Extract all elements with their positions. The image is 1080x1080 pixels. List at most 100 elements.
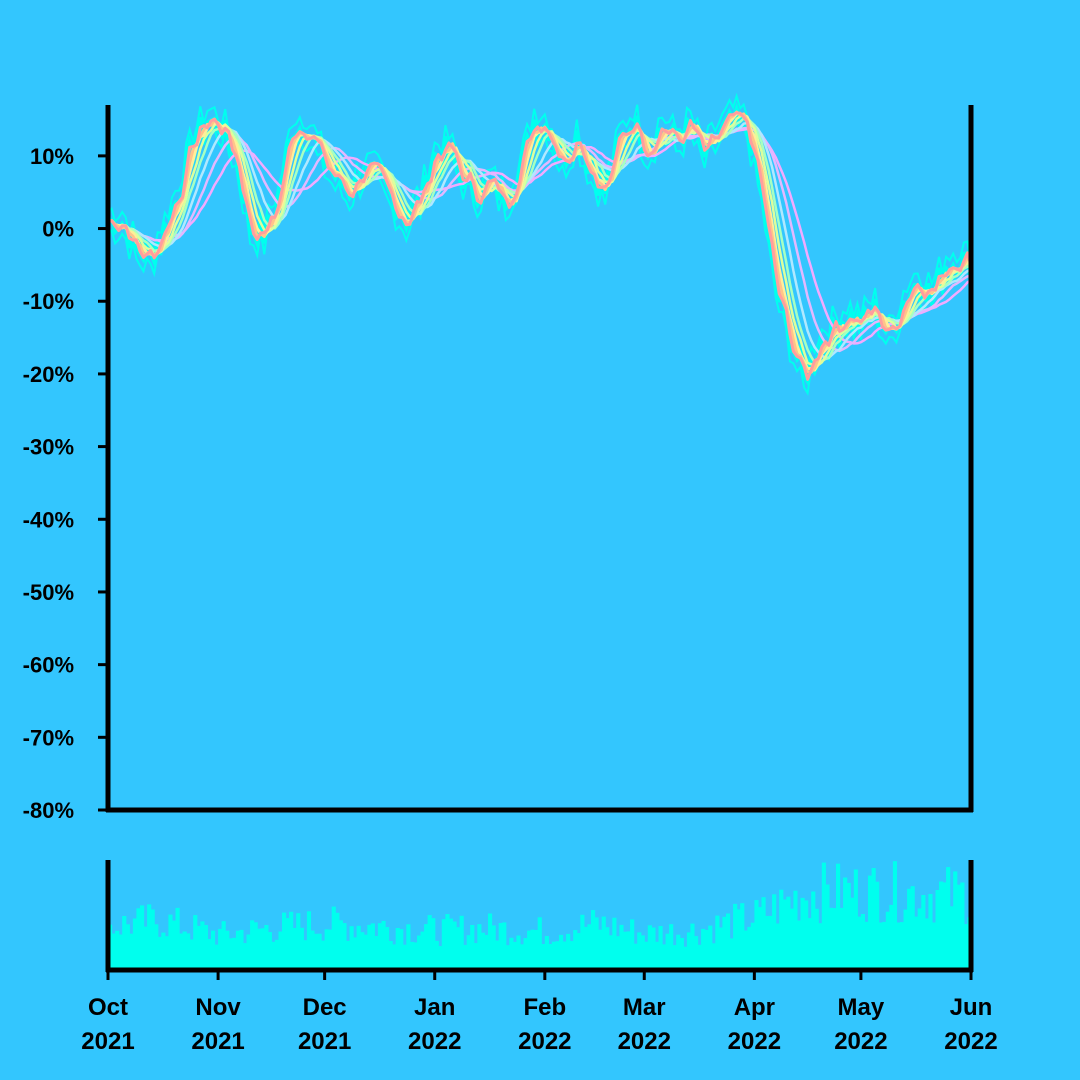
volume-bar xyxy=(623,931,628,970)
volume-bar xyxy=(885,911,890,970)
volume-bar xyxy=(903,909,908,970)
x-tick-month: Dec xyxy=(303,994,347,1021)
volume-bar xyxy=(757,907,763,970)
y-tick-label: 0% xyxy=(42,217,74,242)
volume-bar xyxy=(715,915,720,970)
volume-bar xyxy=(555,941,560,970)
volume-bar xyxy=(345,940,351,970)
volume-bar xyxy=(445,914,450,970)
x-tick-month: Nov xyxy=(195,994,241,1021)
volume-bar xyxy=(551,941,557,970)
volume-bar xyxy=(924,918,929,970)
volume-bar xyxy=(214,944,219,970)
volume-bar xyxy=(942,882,947,970)
volume-bar xyxy=(484,934,489,970)
volume-bar xyxy=(211,930,216,970)
volume-bar xyxy=(306,911,312,970)
volume-bar xyxy=(544,936,549,970)
volume-bar xyxy=(388,941,393,970)
volume-bar xyxy=(789,908,795,970)
volume-bar xyxy=(562,941,567,970)
volume-bar xyxy=(282,912,287,970)
volume-bar xyxy=(733,903,738,970)
volume-bar xyxy=(917,908,922,970)
y-tick-label: 10% xyxy=(30,144,74,169)
volume-bar xyxy=(143,926,148,970)
volume-bar xyxy=(811,891,816,970)
volume-bar xyxy=(441,919,446,970)
volume-bar xyxy=(456,927,461,970)
volume-bar xyxy=(296,913,301,970)
volume-bar xyxy=(608,935,613,970)
volume-bar xyxy=(264,925,269,970)
volume-bar xyxy=(615,936,621,970)
volume-bar xyxy=(370,923,375,970)
volume-bar xyxy=(644,941,649,970)
volume-bar xyxy=(360,932,365,970)
volume-bar xyxy=(583,926,589,970)
x-axis-ticks: Oct 2021 Nov 2021 Dec 2021 Jan 2022 Feb 2022 Mar 20… xyxy=(81,970,998,1055)
volume-bar xyxy=(672,945,677,970)
volume-bar xyxy=(505,945,510,970)
volume-bar xyxy=(164,936,169,970)
volume-bar xyxy=(800,897,805,970)
x-tick-month: Jun xyxy=(950,994,993,1021)
volume-bar xyxy=(864,921,869,970)
volume-bar xyxy=(161,932,166,970)
volume-bar xyxy=(349,926,354,970)
volume-bar xyxy=(956,884,961,970)
y-tick-label: -50% xyxy=(23,580,74,605)
volume-bar xyxy=(278,931,283,970)
volume-bar xyxy=(694,936,699,970)
volume-bar xyxy=(697,944,702,970)
volume-bar xyxy=(303,940,308,970)
volume-bar xyxy=(765,916,770,970)
volume-bar xyxy=(612,917,617,970)
volume-bar xyxy=(743,930,748,970)
volume-bar xyxy=(828,907,834,970)
volume-bar xyxy=(463,944,468,970)
volume-bar xyxy=(821,862,826,970)
volume-bar xyxy=(559,934,564,970)
volume-bar xyxy=(189,939,194,970)
volume-bar xyxy=(321,940,326,970)
volume-bar xyxy=(601,916,606,970)
volume-bar xyxy=(292,928,297,970)
y-tick-label: -20% xyxy=(23,362,74,387)
volume-bar xyxy=(946,867,951,970)
y-tick-label: -60% xyxy=(23,653,74,678)
volume-bar xyxy=(534,930,539,970)
volume-bar xyxy=(111,933,116,970)
volume-bar xyxy=(569,941,574,970)
volume-bar xyxy=(374,936,379,970)
volume-bar xyxy=(129,933,134,970)
volume-bar xyxy=(591,910,596,970)
volume-bar xyxy=(605,927,610,970)
volume-bar xyxy=(448,918,454,970)
volume-bar xyxy=(640,935,645,970)
volume-bar xyxy=(335,912,340,970)
volume-bar xyxy=(722,916,727,970)
volume-bar xyxy=(239,929,244,970)
volume-bar xyxy=(846,882,851,970)
volume-bar xyxy=(889,904,894,970)
volume-bar xyxy=(921,895,926,970)
volume-bar xyxy=(669,924,674,970)
volume-bar xyxy=(118,934,123,970)
volume-bar xyxy=(530,929,535,970)
volume-bar xyxy=(775,923,780,970)
volume-bar xyxy=(853,869,858,970)
volume-bar xyxy=(417,935,422,970)
volume-bar xyxy=(676,934,681,970)
volume-bar xyxy=(250,920,255,970)
volume-bar xyxy=(466,935,471,970)
x-tick-year: 2021 xyxy=(191,1028,244,1055)
volume-bar xyxy=(686,932,692,970)
volume-bar xyxy=(480,932,486,970)
volume-bar xyxy=(679,938,684,970)
volume-bar xyxy=(793,890,798,970)
volume-bar xyxy=(154,924,159,970)
volume-bar xyxy=(125,924,130,970)
volume-bar xyxy=(267,932,272,970)
